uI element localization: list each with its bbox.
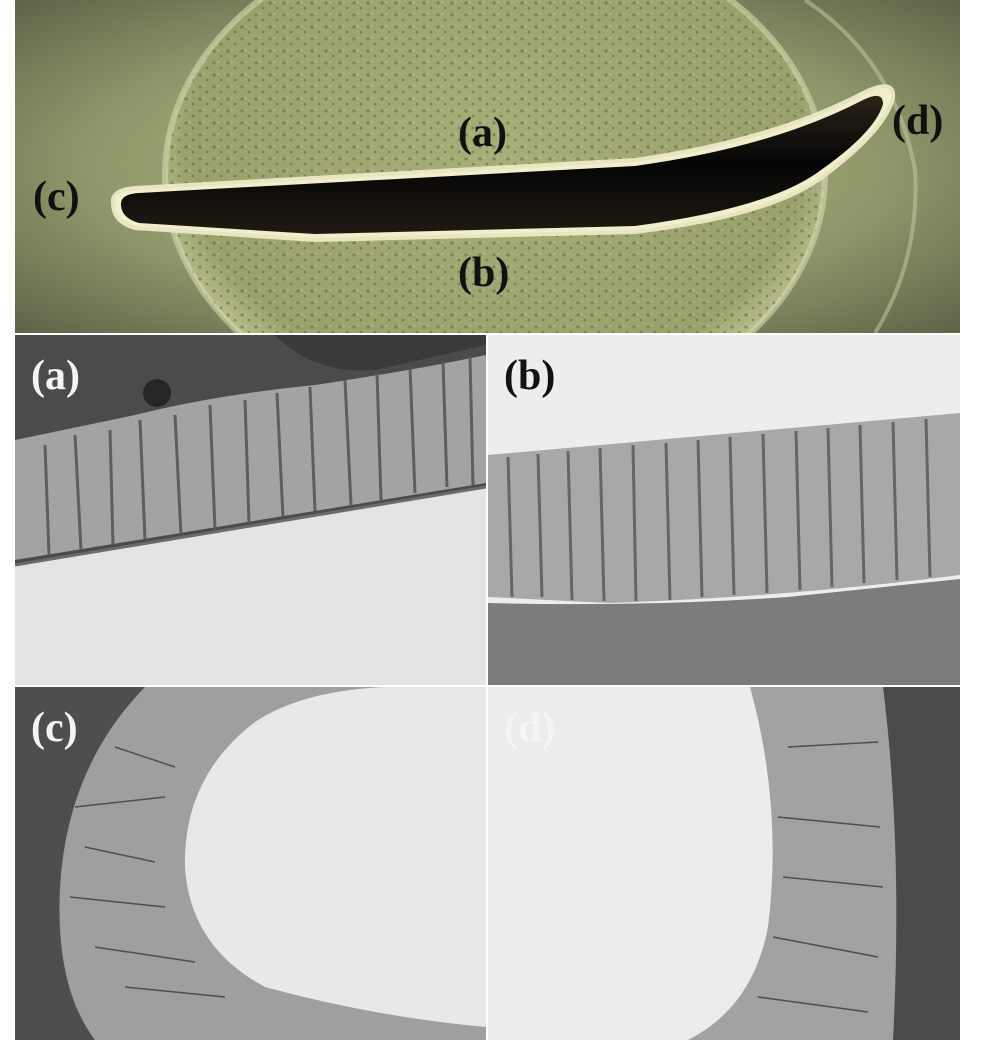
micrograph-d-image: [488, 687, 960, 1040]
overview-label-b: (b): [458, 250, 510, 296]
micrograph-label-a: (a): [31, 353, 80, 399]
overview-label-a: (a): [458, 110, 507, 156]
micrograph-a: (a): [15, 335, 486, 685]
micrograph-label-d: (d): [504, 705, 556, 751]
overview-photo-image: [15, 0, 960, 333]
micrograph-c: (c): [15, 687, 486, 1040]
micrograph-c-image: [15, 687, 486, 1040]
micrograph-a-image: [15, 335, 486, 685]
overview-label-c: (c): [33, 174, 80, 220]
micrograph-d: (d): [488, 687, 960, 1040]
micrograph-b-image: [488, 335, 960, 685]
overview-label-d: (d): [892, 98, 944, 144]
micrograph-label-c: (c): [31, 705, 78, 751]
overview-photo: (a) (b) (c) (d): [15, 0, 960, 333]
micrograph-b: (b): [488, 335, 960, 685]
micrograph-label-b: (b): [504, 353, 556, 399]
